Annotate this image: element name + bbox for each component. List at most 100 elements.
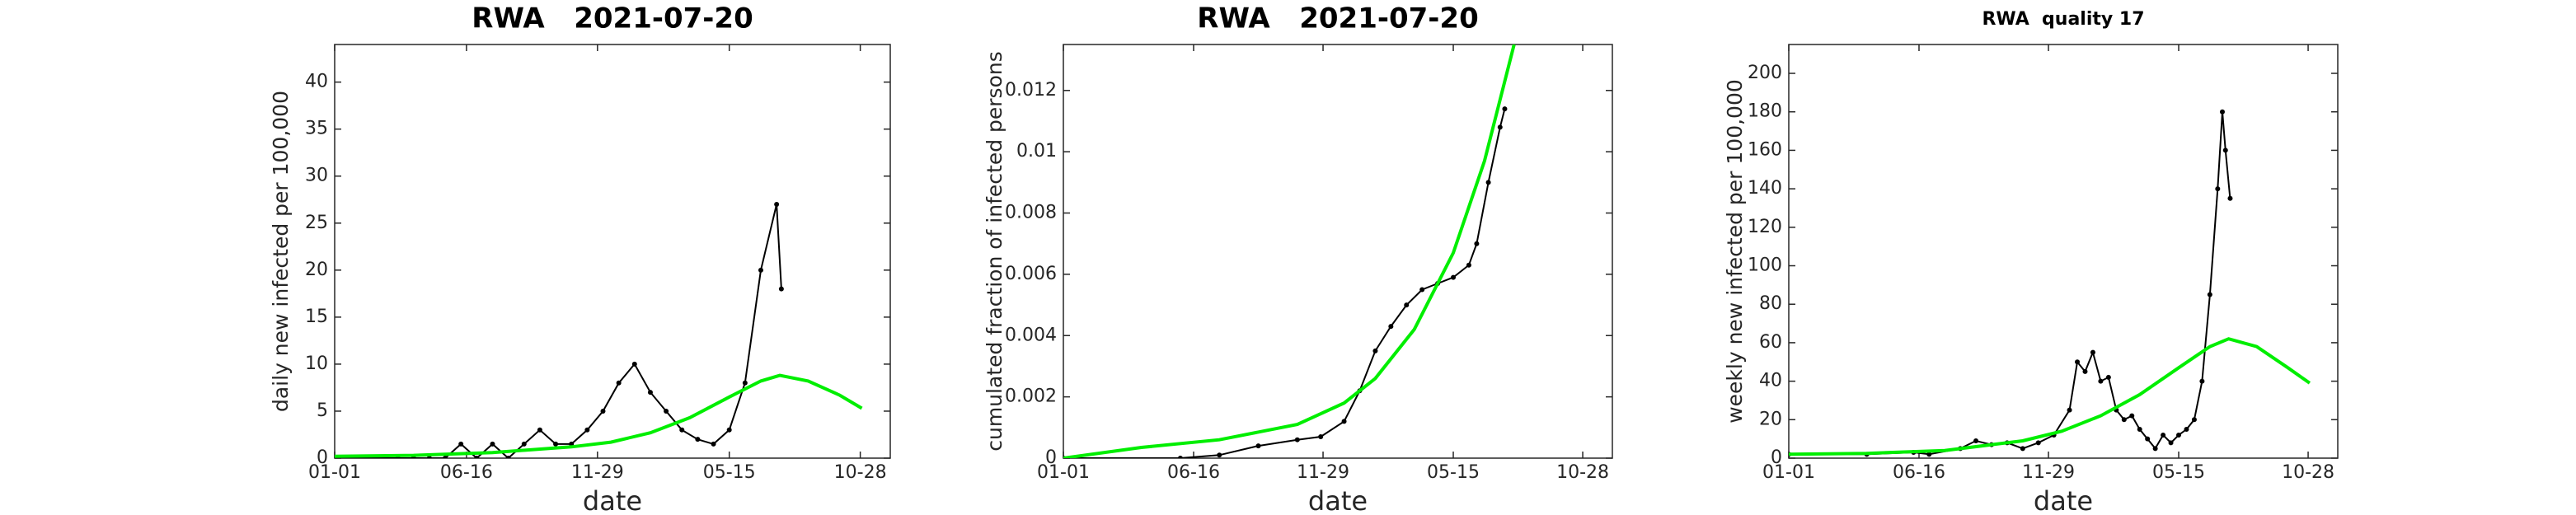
data-point (600, 408, 606, 414)
data-point (1404, 302, 1410, 308)
y-tick-label: 0.004 (1005, 325, 1057, 345)
plot-area (1789, 109, 2311, 457)
axes-box (334, 44, 891, 459)
y-tick-label: 0.01 (1016, 141, 1057, 162)
y-tick-label: 40 (305, 72, 328, 92)
x-tick-label: 11-29 (2022, 462, 2075, 483)
y-axis-label: weekly new infected per 100,000 (1723, 79, 1747, 424)
data-point (616, 380, 622, 386)
data-point (1926, 452, 1932, 457)
y-tick-label: 15 (305, 307, 328, 327)
series-line (335, 373, 863, 458)
axes-box (1063, 44, 1613, 459)
data-point (2121, 417, 2127, 423)
y-tick-label: 0.008 (1005, 203, 1057, 223)
data-point (2067, 407, 2072, 413)
x-axis-label: date (583, 485, 642, 515)
data-point (443, 456, 448, 458)
chart-title: RWA 2021-07-20 (472, 2, 753, 35)
data-point (2199, 378, 2205, 384)
data-point (1419, 287, 1425, 293)
data-point (1255, 443, 1261, 449)
chart: 01-01 06-16 11-29 05-15 10-28 0 0.002 0.004 0.00… (983, 2, 1613, 515)
data-point (2105, 374, 2111, 380)
data-point (758, 267, 763, 273)
data-point (664, 408, 669, 414)
data-point (774, 201, 780, 207)
data-point (2082, 368, 2088, 374)
data-point (584, 427, 590, 433)
x-tick-label: 01-01 (1762, 462, 1815, 483)
data-point (537, 427, 542, 433)
data-point (1485, 180, 1491, 185)
y-tick-label: 30 (305, 166, 328, 186)
data-point (2191, 417, 2197, 423)
y-tick-label: 160 (1748, 139, 1782, 160)
data-point (695, 437, 701, 442)
series-line (1789, 111, 2231, 456)
x-tick-label: 11-29 (1297, 462, 1349, 483)
plot-area (335, 201, 863, 458)
x-tick-label: 05-15 (1427, 462, 1480, 483)
data-point (1497, 124, 1503, 130)
x-tick-label: 10-28 (2282, 462, 2334, 483)
data-point (1451, 274, 1457, 280)
y-tick-label: 25 (305, 213, 328, 233)
y-tick-label: 100 (1748, 255, 1782, 276)
chart-title: RWA 2021-07-20 (1197, 2, 1478, 35)
data-point (2222, 147, 2228, 153)
axes-box (1788, 44, 2339, 459)
data-point (2176, 432, 2182, 438)
data-point (1217, 452, 1222, 458)
data-point (2090, 349, 2095, 355)
data-point (2145, 436, 2151, 442)
data-point (679, 427, 685, 433)
y-tick-label: 10 (305, 353, 328, 374)
y-tick-label: 0.012 (1005, 80, 1057, 101)
y-tick-label: 0 (1771, 447, 1782, 468)
data-point (631, 361, 637, 367)
chart: 01-01 06-16 11-29 05-15 10-28 0 5 10 15 20 25 30 35 4… (269, 2, 891, 515)
data-point (711, 441, 716, 447)
data-point (2184, 426, 2189, 432)
y-tick-label: 0.002 (1005, 386, 1057, 407)
y-tick-label: 120 (1748, 217, 1782, 237)
data-point (1177, 456, 1183, 458)
x-tick-label: 06-16 (440, 462, 493, 483)
data-point (490, 441, 495, 447)
x-axis-label: date (2034, 485, 2093, 515)
x-tick-label: 10-28 (1556, 462, 1609, 483)
series-line (1063, 44, 1516, 458)
data-point (1341, 419, 1347, 424)
x-axis-label: date (1308, 485, 1368, 515)
y-tick-label: 0 (317, 447, 328, 468)
y-tick-label: 0 (1045, 447, 1057, 468)
x-tick-label: 06-16 (1167, 462, 1220, 483)
data-point (474, 456, 480, 458)
data-point (742, 380, 748, 386)
y-tick-label: 5 (317, 400, 328, 421)
data-point (2161, 432, 2166, 438)
data-point (2129, 413, 2135, 419)
x-tick-label: 01-01 (1037, 462, 1090, 483)
chart-title: RWA quality 17 (1982, 9, 2144, 30)
data-point (2075, 359, 2081, 365)
x-tick-label: 05-15 (2152, 462, 2205, 483)
data-point (726, 427, 732, 433)
data-point (647, 390, 653, 396)
series-line (1789, 337, 2311, 456)
data-point (2035, 440, 2041, 446)
data-point (505, 456, 511, 458)
x-tick-label: 10-28 (834, 462, 887, 483)
x-tick-label: 11-29 (571, 462, 624, 483)
y-tick-label: 180 (1748, 101, 1782, 122)
y-tick-label: 140 (1748, 178, 1782, 199)
data-point (1388, 324, 1394, 330)
data-point (2098, 378, 2104, 384)
plot-area (1063, 44, 1516, 458)
data-point (2219, 109, 2225, 115)
y-tick-label: 35 (305, 119, 328, 139)
data-point (553, 441, 559, 447)
series-line (335, 204, 782, 458)
